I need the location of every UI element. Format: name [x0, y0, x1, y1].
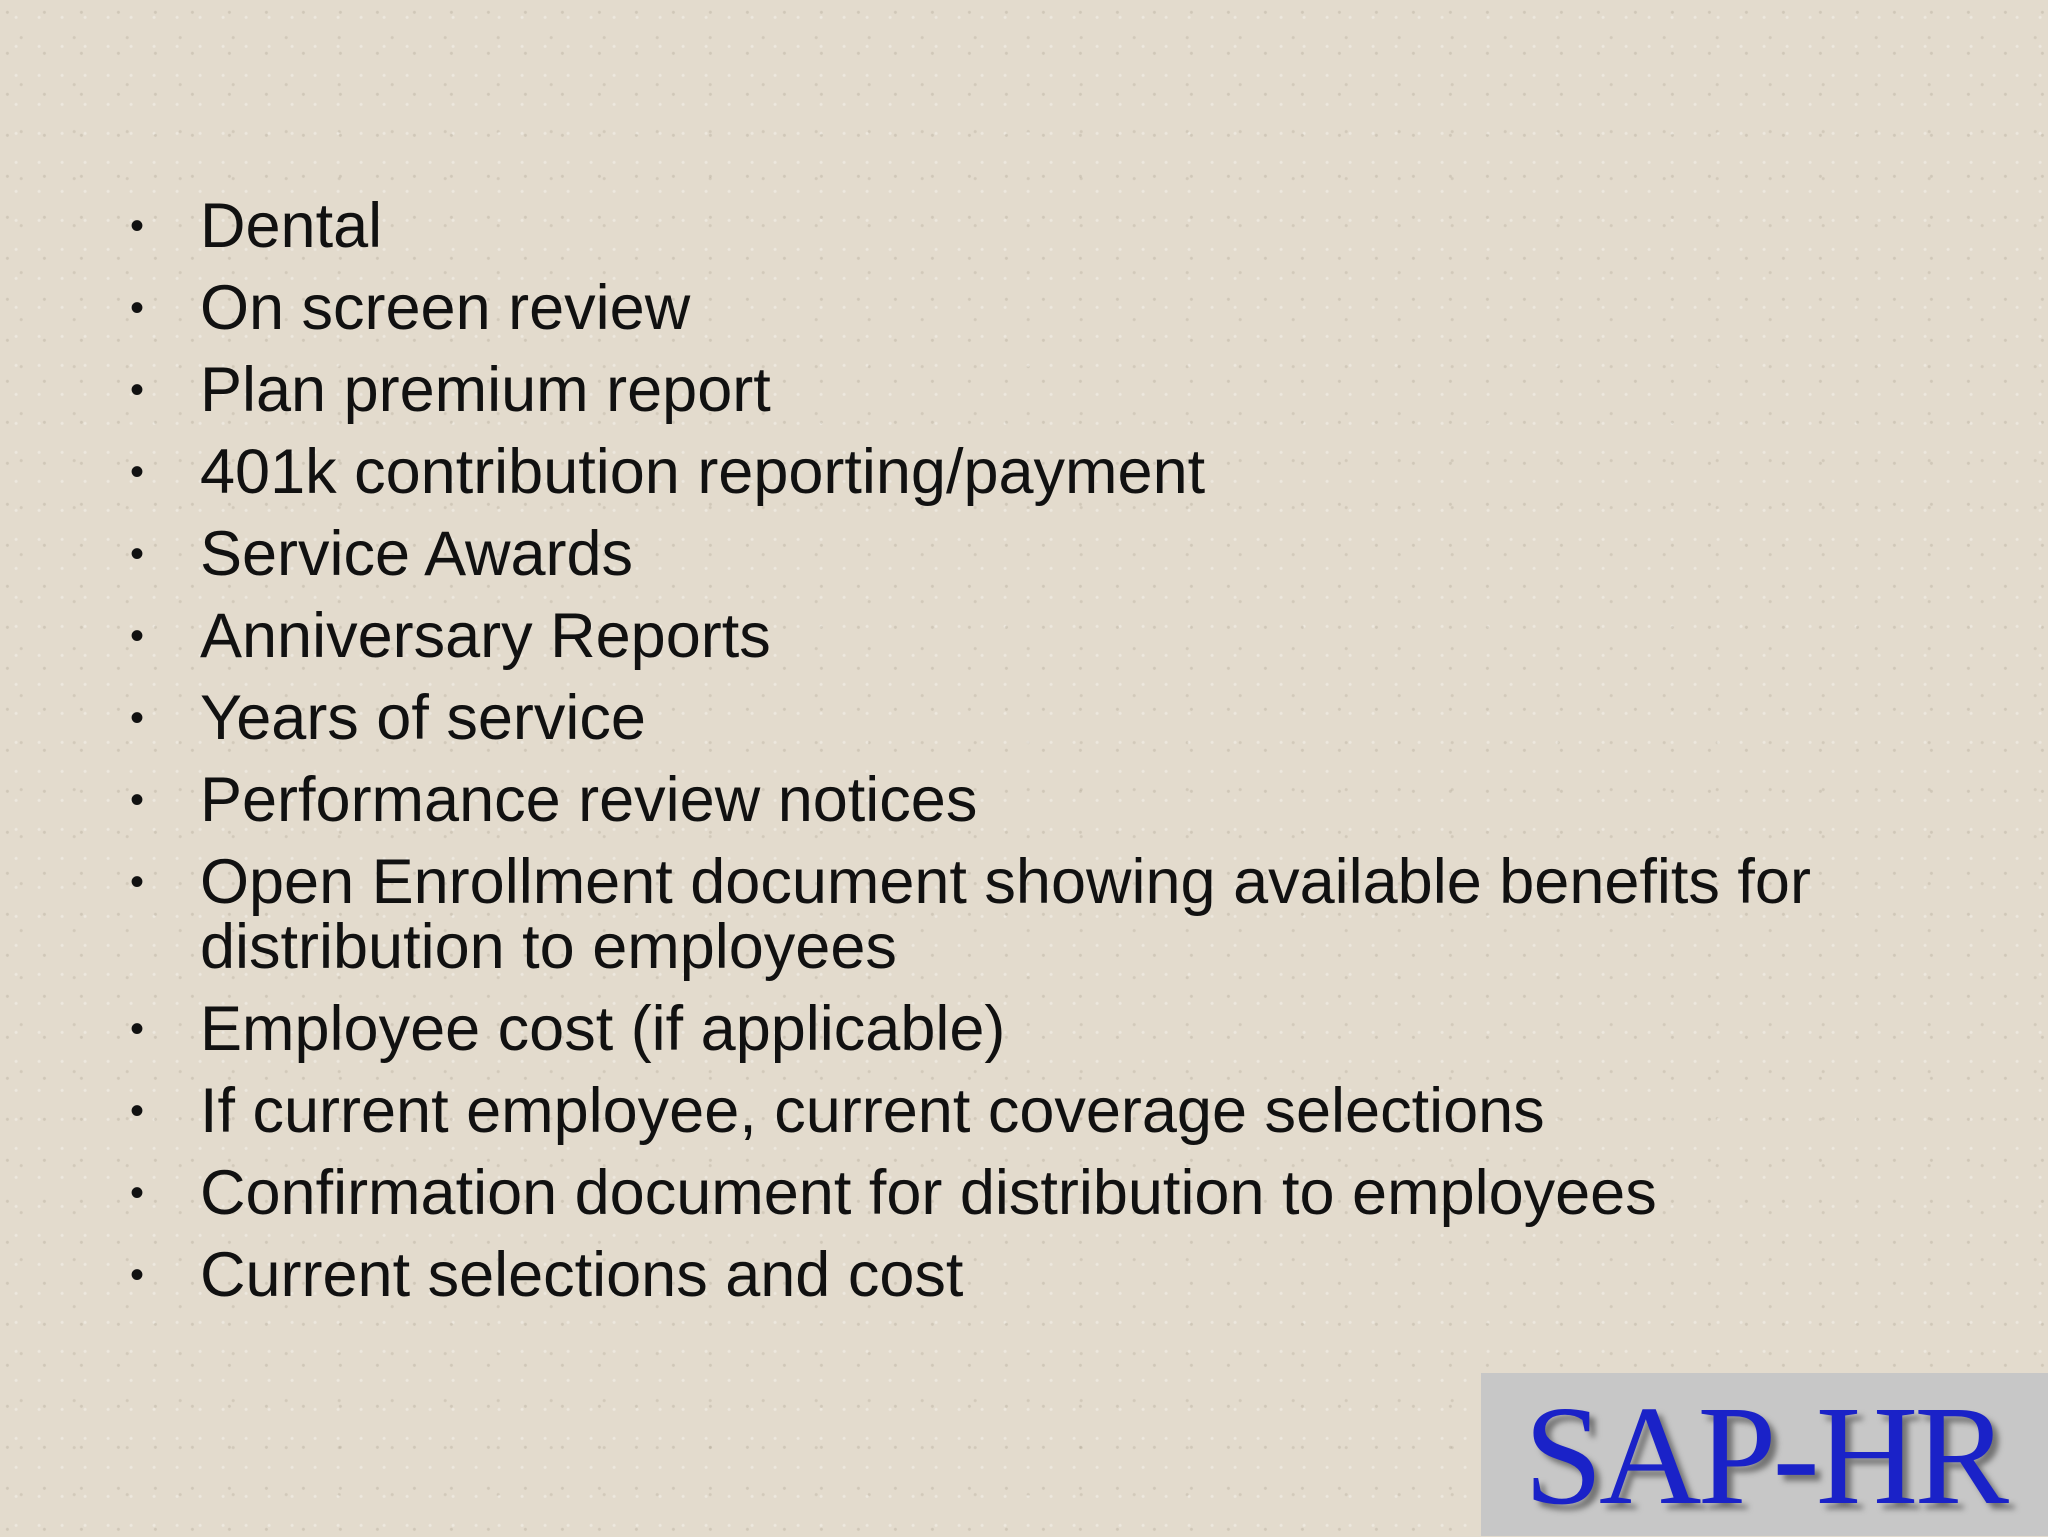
bullet-item: • 401k contribution reporting/payment — [130, 440, 1930, 505]
bullet-icon: • — [130, 532, 145, 576]
bullet-item: • Dental — [130, 194, 1930, 259]
bullet-icon: • — [130, 696, 145, 740]
bullet-item: • Years of service — [130, 686, 1930, 751]
bullet-text: Current selections and cost — [200, 1240, 964, 1310]
bullet-icon: • — [130, 614, 145, 658]
sap-hr-logo: SAP-HR — [1481, 1373, 2048, 1536]
bullet-icon: • — [130, 450, 145, 494]
bullet-item: • Performance review notices — [130, 768, 1930, 833]
bullet-icon: • — [130, 368, 145, 412]
bullet-text: Plan premium report — [200, 355, 771, 425]
bullet-item: • Anniversary Reports — [130, 604, 1930, 669]
bullet-icon: • — [130, 1007, 145, 1051]
bullet-text: Anniversary Reports — [200, 601, 771, 671]
bullet-list: • Dental • On screen review • Plan premium re… — [130, 194, 1930, 1325]
bullet-text: Dental — [200, 191, 383, 261]
bullet-icon: • — [130, 778, 145, 822]
bullet-icon: • — [130, 286, 145, 330]
bullet-text: If current employee, current coverage se… — [200, 1076, 1545, 1146]
bullet-text: Open Enrollment document showing availab… — [200, 847, 1811, 982]
bullet-text: Confirmation document for distribution t… — [200, 1158, 1657, 1228]
bullet-item: • Service Awards — [130, 522, 1930, 587]
bullet-icon: • — [130, 1089, 145, 1133]
bullet-text: Performance review notices — [200, 765, 978, 835]
bullet-icon: • — [130, 1171, 145, 1215]
bullet-item: • On screen review — [130, 276, 1930, 341]
bullet-icon: • — [130, 860, 145, 904]
bullet-item: • Employee cost (if applicable) — [130, 997, 1930, 1062]
bullet-text: Employee cost (if applicable) — [200, 994, 1006, 1064]
bullet-text: On screen review — [200, 273, 691, 343]
bullet-text: Service Awards — [200, 519, 634, 589]
bullet-icon: • — [130, 1253, 145, 1297]
bullet-icon: • — [130, 204, 145, 248]
bullet-item: • Plan premium report — [130, 358, 1930, 423]
bullet-item: • If current employee, current coverage s… — [130, 1079, 1930, 1144]
logo-text: SAP-HR — [1523, 1375, 2009, 1534]
bullet-text: 401k contribution reporting/payment — [200, 437, 1206, 507]
bullet-item: • Open Enrollment document showing availa… — [130, 850, 1930, 980]
bullet-text: Years of service — [200, 683, 646, 753]
bullet-item: • Current selections and cost — [130, 1243, 1930, 1308]
bullet-item: • Confirmation document for distribution … — [130, 1161, 1930, 1226]
